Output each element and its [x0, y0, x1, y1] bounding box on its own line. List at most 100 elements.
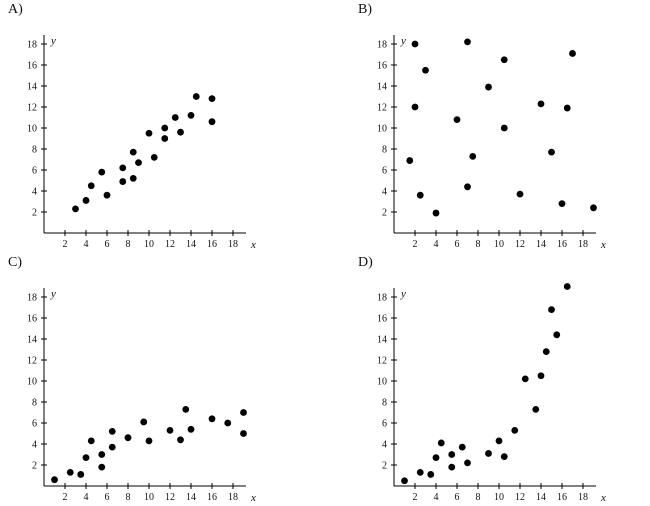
y-tick-label: 8 [32, 398, 37, 409]
y-tick-label: 12 [377, 103, 387, 114]
data-point [432, 209, 440, 217]
y-tick-label: 10 [377, 124, 387, 135]
data-point [548, 148, 555, 156]
panel-a: A) 2 4 6 8 10 12 14 16 18 2 4 6 8 10 12 14 16 18 x y [0, 0, 325, 253]
x-tick-label: 4 [434, 239, 439, 250]
data-point [240, 409, 247, 416]
data-point [82, 454, 90, 462]
data-point [161, 124, 169, 132]
y-axis-label: y [400, 288, 406, 300]
x-tick-label: 12 [165, 239, 175, 250]
y-tick-label: 10 [27, 124, 37, 135]
y-tick-label: 16 [27, 61, 37, 72]
x-tick-label: 12 [515, 492, 525, 503]
y-axis-label: y [50, 35, 56, 47]
scatter-plot-d: 2 4 6 8 10 12 14 16 18 2 4 6 8 10 12 14 16 18 x y [377, 283, 606, 504]
data-point [500, 453, 508, 460]
x-axis-label: x [250, 492, 256, 504]
x-tick-label: 4 [84, 492, 89, 503]
x-tick-label: 6 [105, 492, 110, 503]
data-point [411, 103, 419, 111]
data-point [548, 306, 555, 313]
y-tick-label: 14 [27, 335, 37, 346]
data-point [171, 114, 179, 121]
data-point [485, 450, 492, 457]
data-point [98, 463, 106, 471]
data-point [82, 197, 90, 204]
x-tick-label: 16 [557, 492, 567, 503]
data-point [224, 419, 232, 427]
data-point [458, 443, 466, 451]
y-tick-label: 18 [377, 40, 387, 51]
x-tick-label: 8 [126, 239, 131, 250]
x-tick-label: 12 [165, 492, 175, 503]
data-point [495, 437, 503, 445]
data-point [182, 405, 190, 413]
data-point [124, 434, 132, 442]
y-tick-label: 4 [382, 187, 387, 198]
data-point [500, 56, 508, 64]
x-tick-label: 12 [515, 239, 525, 250]
x-tick-label: 18 [578, 492, 588, 503]
x-tick-label: 16 [207, 239, 217, 250]
data-point [208, 415, 216, 423]
x-tick-label: 10 [144, 492, 154, 503]
y-axis-label: y [50, 288, 56, 300]
y-tick-label: 12 [27, 356, 37, 367]
panel-d: D) 2 4 6 8 10 12 14 16 18 2 4 6 8 10 12 14 16 18 x y [350, 253, 650, 506]
data-point [569, 50, 576, 57]
y-tick-label: 8 [32, 145, 37, 156]
data-point [563, 283, 571, 290]
data-point [177, 436, 184, 444]
data-point [448, 463, 456, 471]
data-point [129, 175, 137, 182]
y-tick-label: 6 [32, 166, 37, 177]
x-tick-label: 18 [228, 239, 238, 250]
x-tick-label: 18 [578, 239, 588, 250]
x-tick-label: 14 [186, 239, 196, 250]
data-point [411, 40, 419, 48]
data-point [422, 66, 429, 74]
data-point [537, 100, 545, 108]
data-point [77, 471, 85, 478]
y-tick-label: 12 [377, 356, 387, 367]
x-tick-label: 2 [63, 492, 68, 503]
x-tick-label: 14 [536, 239, 546, 250]
x-tick-label: 2 [413, 239, 418, 250]
x-axis-label: x [250, 239, 256, 251]
data-point [150, 154, 158, 161]
x-tick-label: 16 [207, 492, 217, 503]
data-point [98, 168, 106, 176]
data-point [87, 182, 95, 190]
data-point [135, 159, 142, 167]
data-point [240, 430, 247, 437]
data-point [108, 428, 116, 435]
x-tick-label: 2 [63, 239, 68, 250]
y-tick-label: 18 [27, 40, 37, 51]
x-tick-label: 10 [144, 239, 154, 250]
data-point [558, 200, 566, 208]
y-tick-label: 14 [377, 335, 387, 346]
y-tick-label: 14 [27, 82, 37, 93]
data-point [511, 426, 519, 434]
data-point [532, 405, 540, 413]
y-tick-label: 4 [382, 440, 387, 451]
data-point [66, 468, 74, 476]
x-tick-label: 14 [186, 492, 196, 503]
y-tick-label: 18 [27, 293, 37, 304]
data-point [542, 348, 550, 355]
data-point [145, 129, 153, 137]
data-point [161, 135, 169, 142]
data-point [516, 190, 524, 198]
panel-label-a: A) [8, 2, 23, 17]
data-point [140, 418, 148, 426]
data-point [208, 95, 216, 102]
x-tick-label: 10 [494, 239, 504, 250]
data-point [98, 451, 106, 458]
x-tick-label: 8 [126, 492, 131, 503]
data-point [437, 439, 445, 447]
panel-label-b: B) [358, 2, 372, 17]
y-tick-label: 16 [377, 314, 387, 325]
data-point [469, 152, 477, 160]
y-tick-label: 16 [27, 314, 37, 325]
